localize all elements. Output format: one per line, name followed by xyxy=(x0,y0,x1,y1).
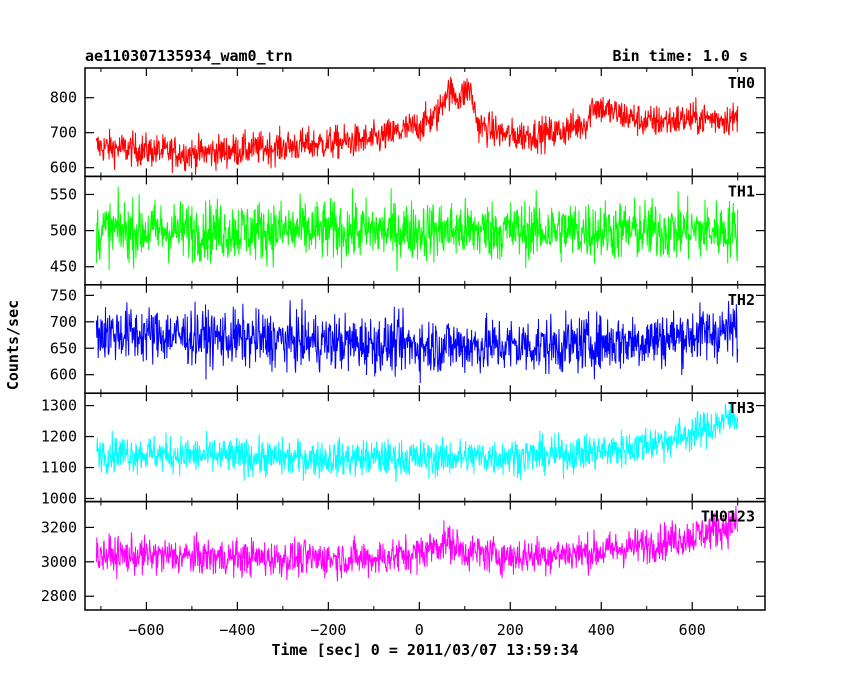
bin-time-label: Bin time: 1.0 s xyxy=(613,47,748,65)
x-tick-label: 200 xyxy=(497,621,524,639)
y-tick-label: 550 xyxy=(50,185,77,203)
series-th0-line xyxy=(95,76,739,175)
x-axis-label: Time [sec] 0 = 2011/03/07 13:59:34 xyxy=(271,641,578,659)
panel-label-th2: TH2 xyxy=(728,291,755,309)
series-th1-line xyxy=(95,186,739,272)
x-tick-label: −600 xyxy=(128,621,164,639)
y-tick-label: 800 xyxy=(50,89,77,107)
y-tick-label: 700 xyxy=(50,313,77,331)
y-tick-label: 600 xyxy=(50,159,77,177)
panel-frame-th0123 xyxy=(84,500,766,611)
series-th2-line xyxy=(95,299,739,384)
y-tick-label: 750 xyxy=(50,286,77,304)
y-tick-label: 700 xyxy=(50,124,77,142)
x-tick-label: 0 xyxy=(415,621,424,639)
y-tick-label: 3200 xyxy=(41,518,77,536)
y-tick-label: 3000 xyxy=(41,553,77,571)
y-tick-label: 1200 xyxy=(41,428,77,446)
series-th0123-line xyxy=(95,506,739,582)
x-tick-label: 600 xyxy=(679,621,706,639)
y-axis-label: Counts/sec xyxy=(4,300,22,390)
x-tick-label: −200 xyxy=(310,621,346,639)
y-tick-label: 600 xyxy=(50,366,77,384)
panel-label-th1: TH1 xyxy=(728,182,755,200)
panel-label-th0: TH0 xyxy=(728,74,755,92)
x-tick-label: 400 xyxy=(588,621,615,639)
panel-label-th3: TH3 xyxy=(728,399,755,417)
series-th3-line xyxy=(96,401,739,483)
y-tick-label: 650 xyxy=(50,339,77,357)
y-tick-label: 500 xyxy=(50,222,77,240)
chart-title: ae110307135934_wam0_trn xyxy=(85,47,293,65)
x-tick-label: −400 xyxy=(219,621,255,639)
y-tick-label: 1100 xyxy=(41,459,77,477)
panel-stack: 600 700 800 TH0 450 500 550 TH1 600 650 700 750 TH2 1… xyxy=(41,67,766,639)
y-tick-label: 450 xyxy=(50,258,77,276)
panel-label-th0123: TH0123 xyxy=(701,508,755,526)
y-tick-label: 2800 xyxy=(41,587,77,605)
y-tick-label: 1300 xyxy=(41,397,77,415)
y-tick-label: 1000 xyxy=(41,490,77,508)
